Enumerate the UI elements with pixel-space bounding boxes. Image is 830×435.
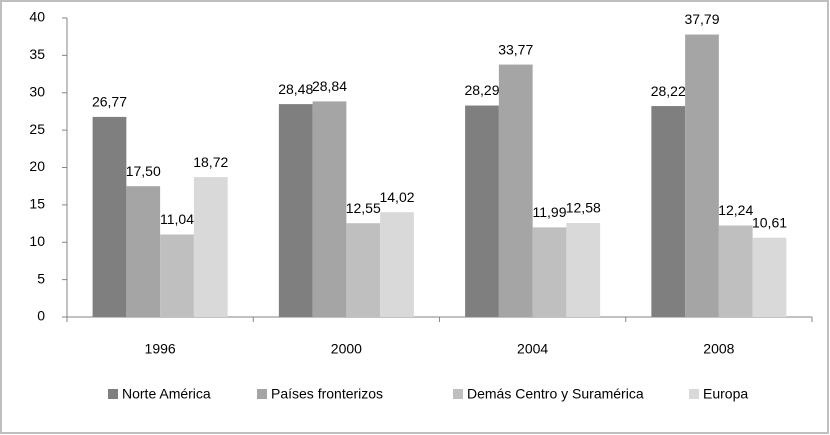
legend-swatch (453, 389, 463, 399)
data-label: 33,77 (498, 41, 533, 57)
data-label: 12,58 (566, 200, 601, 216)
data-label: 37,79 (684, 11, 719, 27)
bar (193, 177, 228, 317)
bar (465, 105, 499, 317)
x-tick-label: 1996 (145, 341, 176, 357)
legend-label: Países fronterizos (271, 386, 383, 402)
y-tick-label: 0 (37, 308, 45, 324)
bar (651, 106, 686, 317)
bar (380, 212, 414, 317)
y-tick-label: 25 (29, 121, 45, 137)
y-tick-label: 35 (29, 46, 45, 62)
y-tick-label: 20 (29, 158, 45, 174)
y-tick-label: 30 (29, 83, 45, 99)
y-tick-label: 15 (29, 196, 45, 212)
data-label: 28,29 (464, 82, 499, 98)
data-label: 28,84 (312, 78, 347, 94)
bar (278, 104, 313, 317)
legend-label: Demás Centro y Suramérica (467, 386, 644, 402)
y-tick-label: 10 (29, 233, 45, 249)
x-tick-label: 2004 (517, 341, 548, 357)
data-label: 11,99 (533, 204, 567, 220)
legend-label: Norte América (122, 386, 211, 402)
data-label: 17,50 (126, 163, 161, 179)
data-label: 14,02 (379, 189, 414, 205)
bar (346, 223, 381, 317)
bar (752, 237, 787, 317)
data-label: 12,55 (346, 200, 381, 216)
bar (312, 101, 347, 318)
x-tick-label: 2000 (331, 341, 362, 357)
legend-label: Europa (703, 386, 748, 402)
data-label: 10,61 (752, 214, 787, 230)
data-label: 28,22 (651, 83, 686, 99)
data-label: 12,24 (718, 202, 753, 218)
data-label: 11,04 (160, 211, 194, 227)
bar (566, 222, 601, 317)
bar (498, 64, 533, 318)
bar (685, 34, 719, 318)
bar (92, 116, 127, 317)
bar (532, 227, 567, 317)
y-tick-label: 5 (37, 270, 45, 286)
bar (160, 234, 194, 317)
y-tick-label: 40 (29, 9, 45, 25)
legend-swatch (257, 389, 267, 399)
legend-swatch (689, 389, 699, 399)
data-label: 28,48 (278, 81, 313, 97)
x-tick-label: 2008 (703, 341, 734, 357)
data-label: 26,77 (92, 94, 127, 110)
data-label: 18,72 (193, 154, 228, 170)
bar (126, 186, 161, 317)
legend-swatch (108, 389, 118, 399)
bar (718, 225, 753, 317)
